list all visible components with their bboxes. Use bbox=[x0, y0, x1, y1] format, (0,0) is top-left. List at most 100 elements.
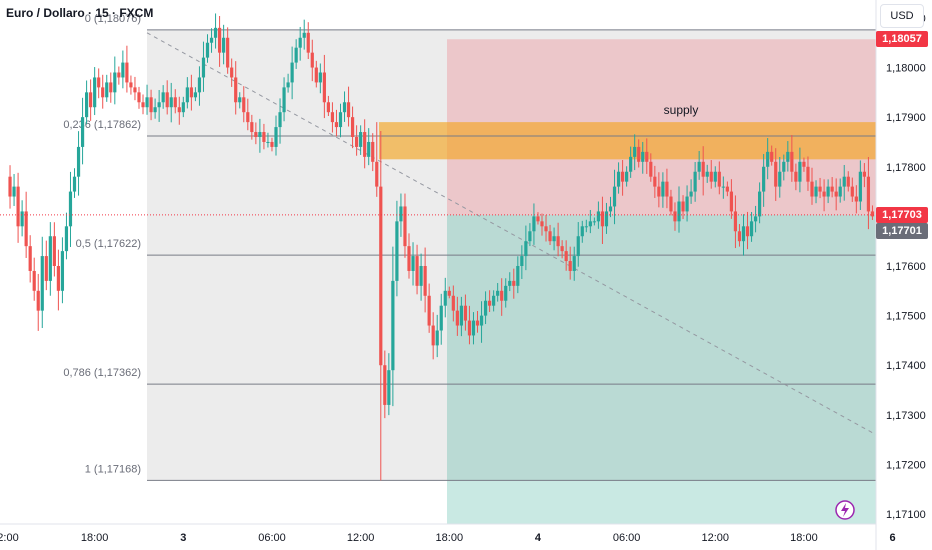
candle bbox=[850, 177, 854, 202]
candle-body bbox=[52, 236, 56, 266]
candle-body bbox=[620, 171, 625, 182]
candle-body bbox=[173, 97, 177, 108]
candle bbox=[217, 15, 222, 67]
candle-body bbox=[822, 191, 826, 197]
candle bbox=[616, 162, 621, 194]
candle bbox=[745, 211, 750, 250]
candle bbox=[870, 205, 875, 220]
candle-body bbox=[669, 196, 673, 212]
y-tick-label: 1,17900 bbox=[886, 112, 926, 124]
candle-body bbox=[101, 87, 105, 98]
candle bbox=[387, 353, 391, 416]
candle bbox=[355, 125, 359, 156]
candle-body bbox=[483, 300, 488, 316]
candle bbox=[169, 82, 173, 123]
candle-body bbox=[391, 280, 395, 371]
candle bbox=[125, 45, 129, 93]
candle-body bbox=[125, 62, 129, 83]
candle-body bbox=[838, 186, 842, 197]
candle bbox=[399, 193, 403, 237]
candle bbox=[149, 89, 153, 121]
x-tick-label: 3 bbox=[180, 532, 186, 544]
candle-body bbox=[282, 87, 286, 113]
candle bbox=[770, 145, 774, 166]
y-tick-label: 1,17500 bbox=[886, 311, 926, 323]
candle-body bbox=[705, 171, 709, 177]
candle-body bbox=[488, 300, 492, 306]
candle-body bbox=[64, 226, 69, 252]
candle-body bbox=[137, 92, 141, 103]
candle bbox=[677, 186, 681, 233]
candle bbox=[516, 256, 520, 294]
x-tick-label: 12:00 bbox=[702, 532, 730, 544]
candle bbox=[612, 169, 617, 225]
candle bbox=[762, 154, 766, 207]
candle-body bbox=[290, 62, 294, 83]
candle bbox=[528, 223, 532, 247]
candle bbox=[693, 162, 697, 202]
candle bbox=[230, 58, 234, 87]
trendline bbox=[146, 32, 877, 436]
candle bbox=[213, 13, 218, 49]
candle bbox=[52, 222, 56, 277]
candle bbox=[250, 114, 254, 140]
candle bbox=[532, 203, 536, 245]
candle-body bbox=[36, 290, 40, 311]
candle-body bbox=[28, 246, 32, 271]
candle-body bbox=[145, 97, 149, 108]
candle bbox=[209, 28, 214, 53]
chart-title: Euro / Dollaro · 15 · FXCM bbox=[6, 6, 154, 20]
fib-label-1: 0,236 (1,17862) bbox=[63, 119, 141, 131]
candle bbox=[483, 291, 488, 325]
candle bbox=[552, 227, 556, 251]
candle bbox=[109, 72, 113, 103]
candle-body bbox=[383, 365, 387, 405]
candle-body bbox=[189, 87, 193, 98]
candle-body bbox=[399, 206, 403, 222]
candle bbox=[262, 123, 266, 150]
candle-body bbox=[580, 226, 584, 237]
currency-button[interactable]: USD bbox=[880, 4, 924, 28]
x-tick-label: 6 bbox=[890, 532, 896, 544]
candle bbox=[371, 133, 375, 172]
candle bbox=[584, 219, 588, 233]
candle-body bbox=[443, 290, 447, 306]
candle bbox=[270, 137, 274, 152]
candle-body bbox=[592, 221, 596, 223]
candle bbox=[314, 60, 318, 88]
candle bbox=[774, 148, 778, 201]
supply-zone-box bbox=[379, 122, 876, 160]
candle bbox=[318, 63, 322, 94]
x-tick-label: 12:00 bbox=[347, 532, 375, 544]
candle-body bbox=[584, 226, 588, 228]
x-tick-label: 06:00 bbox=[613, 532, 641, 544]
flash-icon[interactable] bbox=[835, 500, 855, 520]
candle bbox=[641, 141, 645, 174]
candle-body bbox=[661, 181, 665, 197]
candle-body bbox=[818, 186, 822, 192]
candle bbox=[334, 109, 339, 137]
candle bbox=[407, 233, 411, 279]
candle bbox=[633, 134, 637, 171]
y-tick-label: 1,18000 bbox=[886, 63, 926, 75]
candle bbox=[64, 212, 69, 260]
candle-body bbox=[556, 236, 560, 247]
candle bbox=[238, 92, 242, 109]
candle-body bbox=[109, 82, 113, 93]
candle bbox=[536, 212, 540, 225]
candle-body bbox=[427, 295, 431, 326]
candle-body bbox=[403, 206, 407, 247]
candle-body bbox=[97, 77, 101, 88]
candle bbox=[681, 195, 685, 220]
candle-body bbox=[778, 171, 782, 187]
candle-body bbox=[459, 305, 463, 326]
candle bbox=[68, 171, 73, 247]
candle-body bbox=[862, 171, 866, 177]
candle bbox=[818, 177, 822, 199]
candle-body bbox=[306, 32, 310, 53]
candle bbox=[367, 128, 371, 166]
candle bbox=[661, 172, 665, 208]
candle bbox=[28, 235, 32, 283]
candle-body bbox=[830, 186, 834, 192]
